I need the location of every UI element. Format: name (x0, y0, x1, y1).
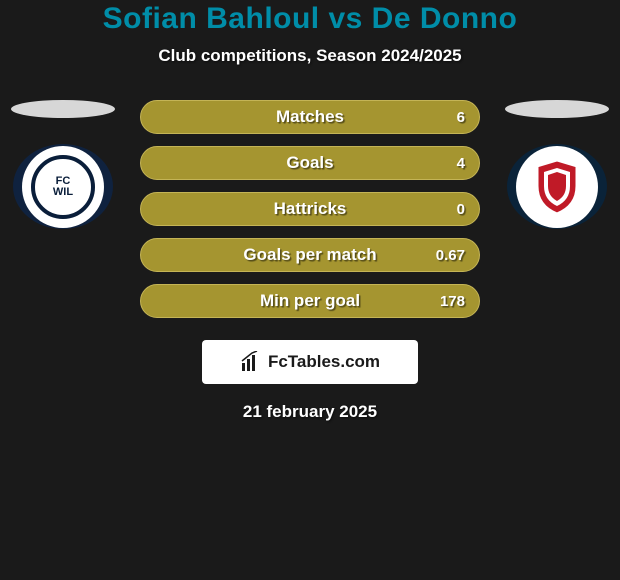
stat-label: Hattricks (274, 199, 347, 219)
right-player-ellipse (505, 100, 609, 118)
shield-icon (532, 158, 582, 216)
stat-label: Goals per match (243, 245, 376, 265)
stat-row: Goals 4 (140, 146, 480, 180)
left-club-logo: FCWIL (13, 144, 113, 229)
left-player-column: FCWIL (8, 100, 118, 229)
stat-right-value: 0.67 (436, 247, 465, 264)
stat-label: Min per goal (260, 291, 360, 311)
left-player-ellipse (11, 100, 115, 118)
stat-right-value: 0 (457, 201, 465, 218)
stats-body: FCWIL Matches 6 Goals 4 Hattricks 0 Goals per … (0, 100, 620, 318)
stat-row: Hattricks 0 (140, 192, 480, 226)
right-player-column (502, 100, 612, 229)
chart-icon (240, 351, 262, 373)
branding-badge: FcTables.com (202, 340, 418, 384)
subtitle: Club competitions, Season 2024/2025 (0, 46, 620, 66)
stat-right-value: 4 (457, 155, 465, 172)
comparison-card: Sofian Bahloul vs De Donno Club competit… (0, 0, 620, 580)
stats-list: Matches 6 Goals 4 Hattricks 0 Goals per match 0… (140, 100, 480, 318)
date-label: 21 february 2025 (0, 402, 620, 422)
page-title: Sofian Bahloul vs De Donno (0, 2, 620, 36)
stat-right-value: 6 (457, 109, 465, 126)
wil-logo-text: FCWIL (31, 155, 95, 219)
stat-row: Goals per match 0.67 (140, 238, 480, 272)
stat-row: Matches 6 (140, 100, 480, 134)
stat-right-value: 178 (440, 293, 465, 310)
stat-row: Min per goal 178 (140, 284, 480, 318)
vaduz-logo-outer (516, 146, 598, 228)
stat-label: Goals (286, 153, 333, 173)
wil-logo-outer: FCWIL (22, 146, 104, 228)
stat-label: Matches (276, 107, 344, 127)
branding-text: FcTables.com (268, 352, 380, 372)
right-club-logo (507, 144, 607, 229)
